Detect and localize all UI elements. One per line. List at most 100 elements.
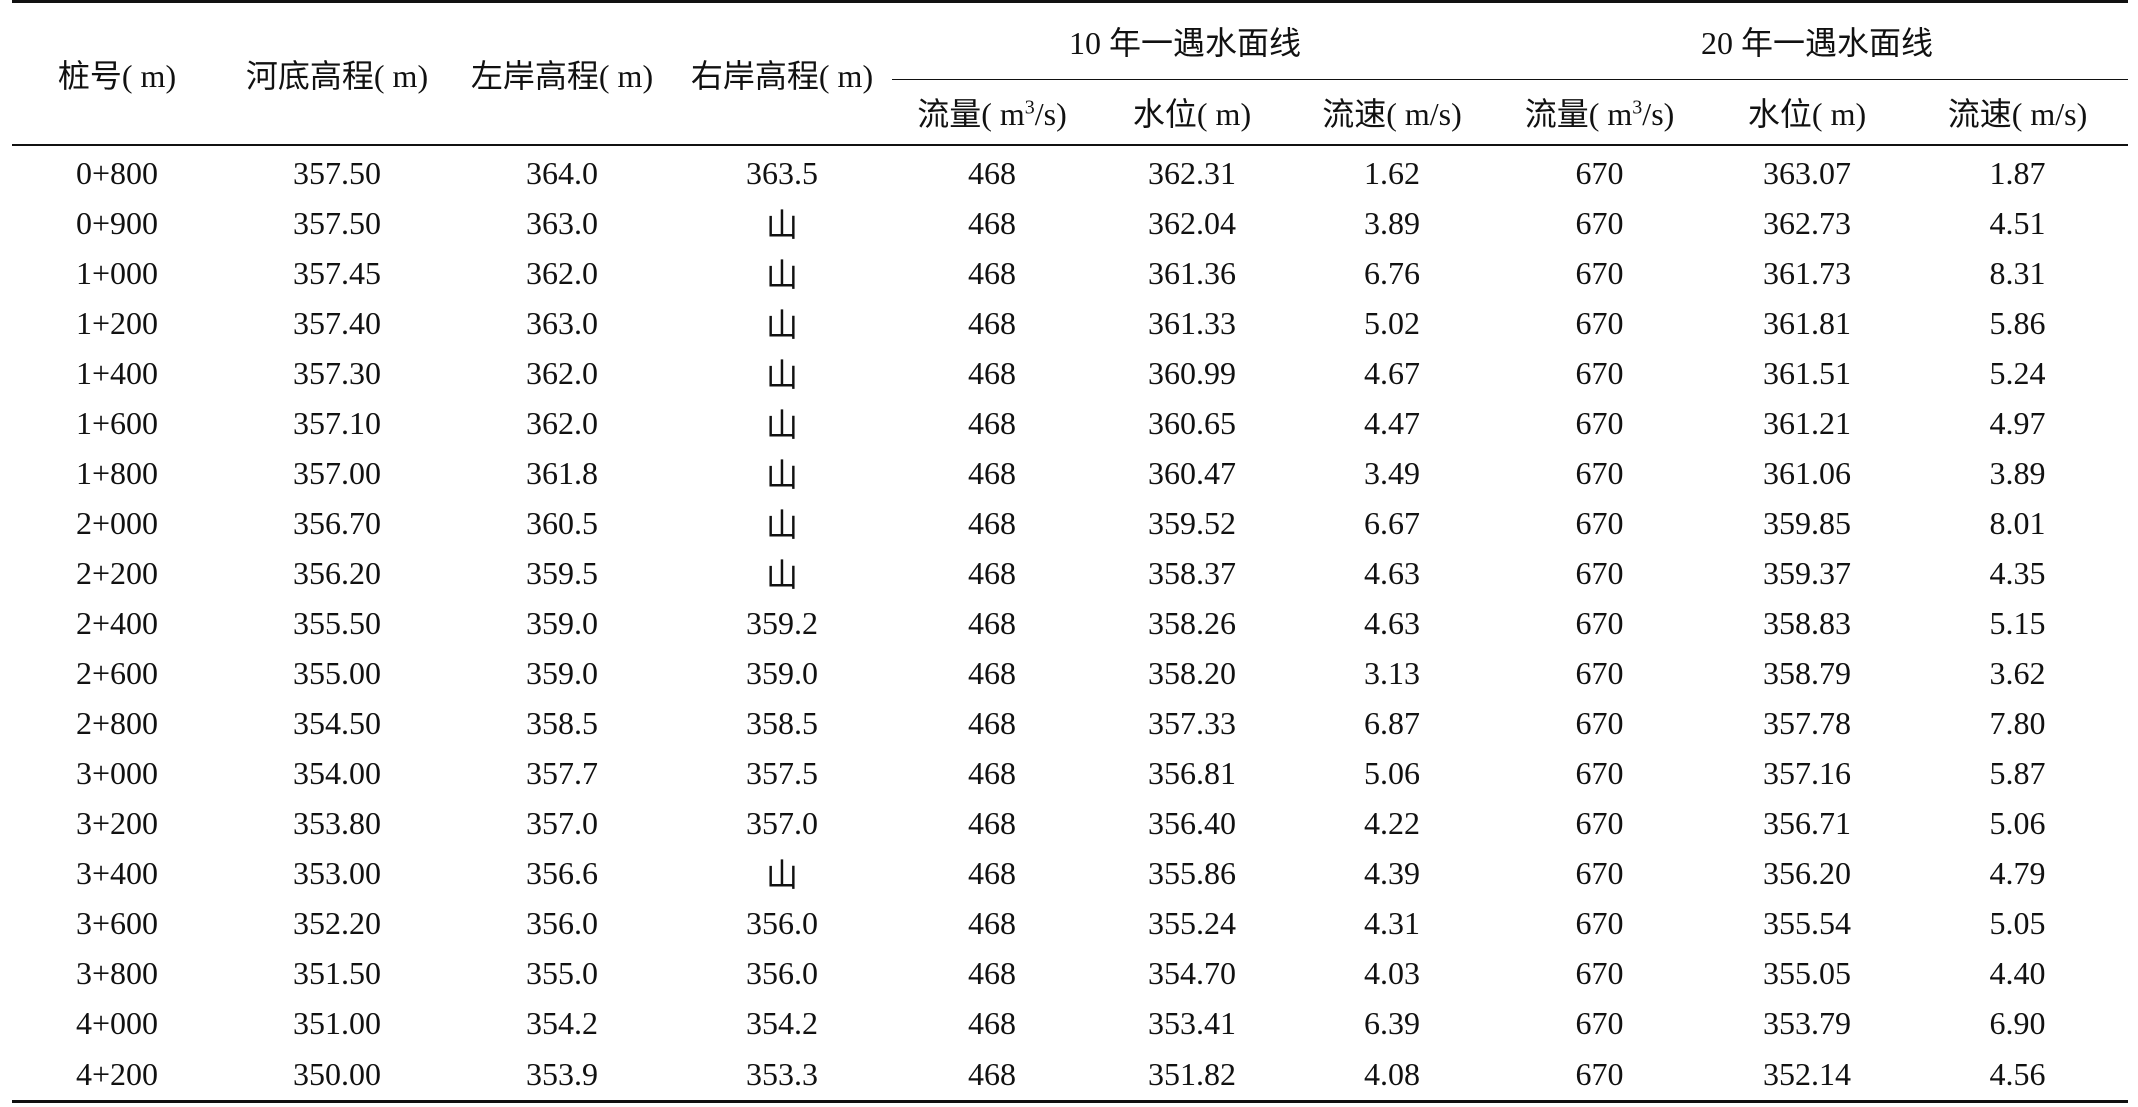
cell-flow-20: 670 (1492, 1048, 1708, 1103)
cell-station: 3+600 (75, 904, 159, 941)
cell-bed-elevation: 354.00 (293, 754, 381, 791)
cell-bed-elevation: 356.70 (293, 504, 381, 541)
cell-level-10: 358.26 (1148, 604, 1236, 641)
table-row: 3+400 353.00 356.6 山 468 355.86 4.39 670 356.20 4… (12, 848, 2128, 898)
cell-station: 1+400 (75, 354, 159, 391)
cell-velocity-20: 4.79 (1989, 854, 2046, 891)
cell-right-bank-elevation: 353.3 (672, 1048, 892, 1103)
cell-flow-20: 670 (1575, 704, 1624, 741)
cell-left-bank-elevation: 356.6 (526, 854, 598, 891)
cell-bed-elevation: 357.30 (293, 354, 381, 391)
header-flow-20-prefix: 流量( m (1524, 96, 1633, 132)
table-row: 4+200 350.00 353.9 353.3 468 351.82 4.08 670 352… (12, 1048, 2129, 1103)
cell-velocity-20: 5.86 (1989, 304, 2046, 341)
table-row: 1+600 357.10 362.0 山 468 360.65 4.47 670 361.21 4… (12, 398, 2128, 448)
cell-station: 3+000 (75, 754, 159, 791)
cell-flow-10: 468 (968, 154, 1016, 191)
cell-left-bank-elevation: 363.0 (526, 304, 598, 341)
cell-station: 4+200 (12, 1048, 222, 1103)
cell-flow-20: 670 (1575, 654, 1624, 691)
cell-flow-20: 670 (1575, 754, 1624, 791)
cell-flow-10: 468 (968, 904, 1016, 941)
cell-flow-20: 670 (1575, 554, 1624, 591)
cell-station: 3+400 (75, 854, 159, 891)
cell-velocity-10: 4.47 (1364, 404, 1420, 441)
cell-bed-elevation: 353.80 (293, 804, 381, 841)
cell-velocity-10: 6.87 (1364, 704, 1420, 741)
table-row: 2+400 355.50 359.0 359.2 468 358.26 4.63 670 358… (12, 598, 2128, 648)
cell-left-bank-elevation: 363.0 (526, 204, 598, 241)
cell-flow-20: 670 (1575, 304, 1624, 341)
header-flow-20-sup: 3 (1632, 96, 1643, 119)
cell-level-10: 356.40 (1148, 804, 1236, 841)
cell-left-bank-elevation: 358.5 (526, 704, 598, 741)
cell-flow-10: 468 (968, 604, 1016, 641)
header-group-10-year: 10 年一遇水面线 (892, 0, 1493, 80)
cell-velocity-20: 4.51 (1989, 204, 2046, 241)
header-bed-elevation: 河底高程( m) (222, 0, 452, 146)
cell-level-10: 362.04 (1148, 204, 1236, 241)
header-level-10: 水位( m) (1092, 79, 1292, 146)
header-left-bank-elevation: 左岸高程( m) (452, 0, 672, 146)
header-flow-10-prefix: 流量( m (917, 96, 1025, 132)
cell-bed-elevation: 351.50 (293, 954, 381, 991)
cell-level-20: 355.54 (1763, 904, 1852, 941)
cell-velocity-10: 3.89 (1364, 204, 1420, 241)
cell-left-bank-elevation: 360.5 (526, 504, 598, 541)
table-row: 0+900 357.50 363.0 山 468 362.04 3.89 670 362.73 4… (12, 198, 2128, 248)
cell-station: 1+800 (75, 454, 159, 491)
cell-level-10: 353.41 (1148, 1004, 1236, 1041)
cell-right-bank-elevation: 山 (765, 457, 798, 493)
cell-level-10: 361.33 (1148, 304, 1236, 341)
cell-flow-20: 670 (1575, 1004, 1624, 1041)
cell-flow-10: 468 (968, 654, 1016, 691)
cell-level-20: 363.07 (1763, 154, 1852, 191)
cell-level-20: 362.73 (1763, 204, 1852, 241)
cell-right-bank-elevation: 356.0 (746, 954, 818, 991)
cell-level-20: 356.20 (1763, 854, 1852, 891)
cell-bed-elevation: 357.40 (293, 304, 381, 341)
cell-level-20: 361.21 (1763, 404, 1852, 441)
cell-right-bank-elevation: 山 (765, 857, 798, 893)
table-row: 2+000 356.70 360.5 山 468 359.52 6.67 670 359.85 8… (12, 498, 2128, 548)
cell-right-bank-elevation: 354.2 (746, 1004, 818, 1041)
cell-velocity-20: 5.06 (1989, 804, 2046, 841)
cell-level-10: 356.81 (1148, 754, 1236, 791)
cell-level-20: 361.73 (1763, 254, 1852, 291)
cell-level-10: 358.37 (1148, 554, 1236, 591)
cell-level-20: 352.14 (1707, 1048, 1908, 1103)
cell-left-bank-elevation: 357.7 (526, 754, 598, 791)
header-velocity-10: 流速( m/s) (1292, 79, 1493, 146)
cell-level-20: 361.06 (1763, 454, 1852, 491)
cell-left-bank-elevation: 362.0 (526, 404, 598, 441)
cell-flow-20: 670 (1575, 854, 1624, 891)
cell-flow-10: 468 (968, 1004, 1016, 1041)
header-velocity-20: 流速( m/s) (1907, 79, 2129, 146)
cell-level-20: 353.79 (1763, 1004, 1852, 1041)
cell-bed-elevation: 353.00 (293, 854, 381, 891)
cell-station: 2+800 (75, 704, 159, 741)
cell-level-20: 359.37 (1763, 554, 1852, 591)
table-row: 1+800 357.00 361.8 山 468 360.47 3.49 670 361.06 3… (12, 448, 2128, 498)
cell-level-10: 357.33 (1148, 704, 1236, 741)
cell-flow-10: 468 (968, 754, 1016, 791)
cell-flow-10: 468 (968, 454, 1016, 491)
cell-right-bank-elevation: 山 (765, 557, 798, 593)
header-station: 桩号( m) (12, 0, 222, 146)
cell-right-bank-elevation: 山 (765, 507, 798, 543)
cell-station: 2+600 (75, 654, 159, 691)
cell-right-bank-elevation: 山 (765, 257, 798, 293)
cell-bed-elevation: 354.50 (293, 704, 381, 741)
cell-left-bank-elevation: 364.0 (526, 154, 598, 191)
cell-flow-10: 468 (892, 1048, 1092, 1103)
cell-right-bank-elevation: 山 (765, 207, 798, 243)
cell-level-10: 355.24 (1148, 904, 1236, 941)
cell-level-10: 359.52 (1148, 504, 1236, 541)
cell-flow-10: 468 (968, 954, 1016, 991)
cell-flow-10: 468 (968, 504, 1016, 541)
cell-left-bank-elevation: 362.0 (526, 254, 598, 291)
cell-level-10: 355.86 (1148, 854, 1236, 891)
table-row: 1+000 357.45 362.0 山 468 361.36 6.76 670 361.73 8… (12, 248, 2128, 298)
cell-level-20: 355.05 (1763, 954, 1852, 991)
cell-station: 2+200 (75, 554, 159, 591)
